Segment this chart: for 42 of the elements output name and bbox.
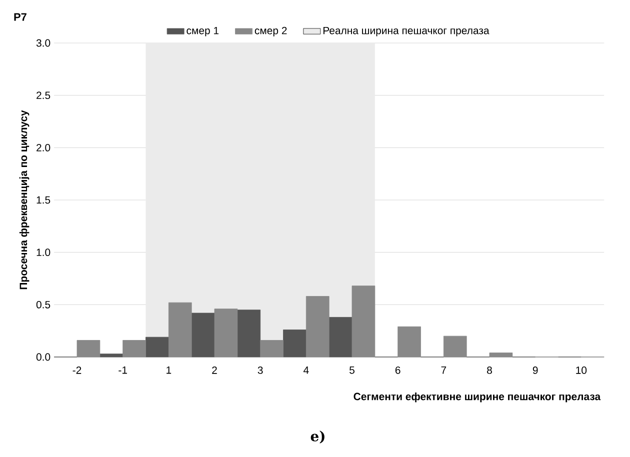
y-tick-label: 1.5 <box>36 196 50 204</box>
chart-title: P7 <box>14 13 26 21</box>
x-tick-label: 1 <box>166 366 172 374</box>
x-tick-label: 9 <box>532 366 538 374</box>
bar <box>100 354 124 358</box>
x-tick-label: 3 <box>258 366 263 374</box>
y-tick-label: 2.5 <box>36 92 50 100</box>
x-tick-label: -1 <box>118 366 127 374</box>
legend-label: смер 2 <box>254 26 287 36</box>
x-tick-label: 8 <box>487 366 492 374</box>
x-axis-title: Сегменти ефективне ширине пешачког прелаза <box>354 392 601 402</box>
bar <box>398 326 421 358</box>
bar <box>443 336 467 358</box>
x-tick-label: 5 <box>350 366 354 374</box>
x-tick-label: 4 <box>303 366 309 374</box>
bar <box>214 308 238 358</box>
bar <box>168 302 192 358</box>
y-tick-label: 1.0 <box>36 248 50 256</box>
x-tick-label: -2 <box>72 366 82 374</box>
bar <box>283 330 306 358</box>
bar <box>260 340 284 358</box>
bar <box>352 286 376 358</box>
x-tick-label: 10 <box>576 366 587 374</box>
bar <box>237 310 261 358</box>
bar <box>122 340 146 358</box>
legend-label: смер 1 <box>186 26 219 36</box>
y-tick-label: 2.0 <box>36 144 50 152</box>
bar <box>191 312 215 358</box>
bar <box>328 317 352 358</box>
bar <box>76 340 100 358</box>
y-tick-label: 3.0 <box>36 39 50 47</box>
y-axis-title: Просечна фреквенција по циклусу <box>19 110 30 290</box>
x-tick-label: 6 <box>395 366 400 374</box>
text: е) <box>310 430 324 444</box>
x-tick-label: 2 <box>212 366 217 374</box>
y-tick-label: 0.5 <box>36 300 50 308</box>
x-tick-label: 7 <box>441 366 446 374</box>
bar <box>306 296 330 358</box>
legend-label: Реална ширина пешачког прелаза <box>323 26 490 36</box>
y-tick-label: 0.0 <box>36 353 50 361</box>
bar <box>489 352 513 358</box>
bar <box>146 336 169 358</box>
